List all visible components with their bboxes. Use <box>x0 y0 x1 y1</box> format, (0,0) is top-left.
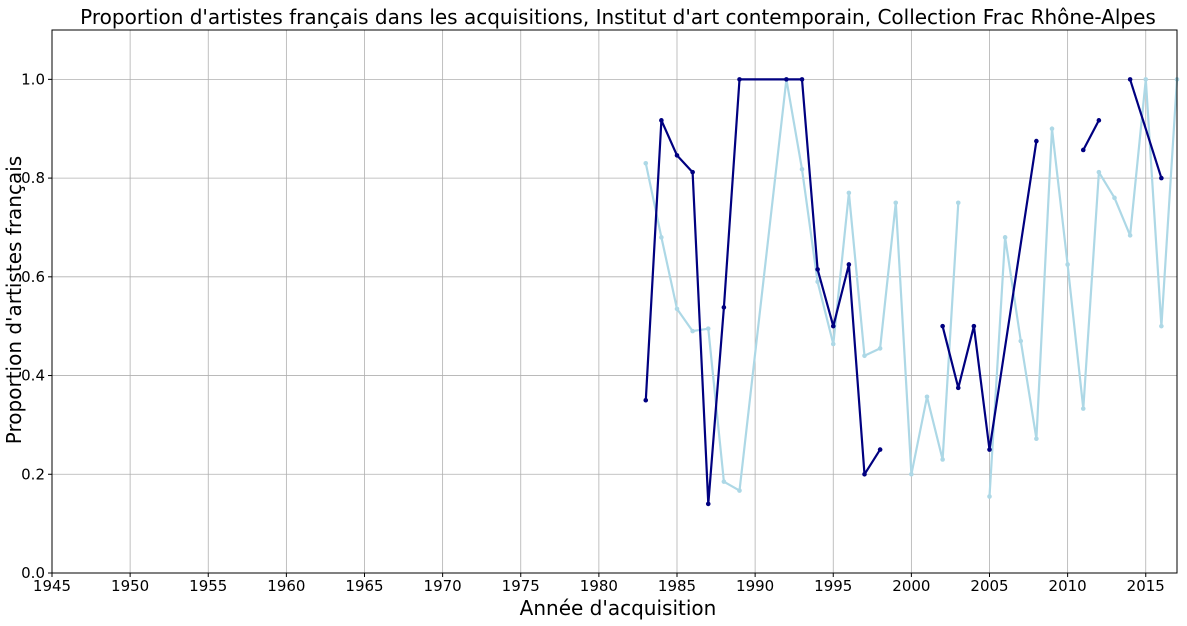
series-line <box>1082 119 1100 151</box>
data-point <box>674 306 680 312</box>
data-point <box>877 346 883 351</box>
data-point <box>1096 118 1102 123</box>
data-point <box>1143 77 1149 82</box>
x-tick-label: 2010 <box>1049 577 1087 595</box>
data-point <box>1096 169 1102 175</box>
y-axis-ticks: 0.0 0.2 0.4 0.6 0.8 1.0 <box>21 70 52 582</box>
data-point <box>940 457 945 462</box>
series-line <box>644 78 882 505</box>
y-tick-label: 0.2 <box>21 465 45 483</box>
data-point <box>862 353 867 359</box>
data-point <box>690 328 695 334</box>
data-point <box>1127 77 1133 82</box>
data-point <box>721 479 727 484</box>
data-point <box>643 397 649 403</box>
x-axis-label: Année d'acquisition <box>520 596 717 620</box>
data-point <box>1002 235 1008 240</box>
data-point <box>659 118 664 123</box>
data-point <box>815 267 820 272</box>
x-tick-label: 1955 <box>189 577 227 595</box>
x-tick-label: 1950 <box>111 577 149 595</box>
data-point <box>830 323 836 329</box>
data-point <box>1065 262 1070 267</box>
data-point <box>940 323 945 329</box>
data-point <box>987 447 992 452</box>
data-point <box>1112 195 1117 201</box>
y-tick-label: 1.0 <box>21 70 45 88</box>
x-axis-ticks: 1945 1950 1955 1960 1965 1970 1975 1980 1985 1990… <box>33 573 1165 595</box>
data-point <box>737 488 742 493</box>
data-point <box>987 494 992 499</box>
x-tick-label: 1985 <box>658 577 696 595</box>
y-tick-label: 0.0 <box>21 564 45 582</box>
x-tick-label: 2000 <box>892 577 930 595</box>
data-point <box>1159 323 1164 329</box>
series-layer <box>643 77 1180 507</box>
grid-lines <box>51 30 1177 574</box>
series-line <box>1129 79 1163 179</box>
data-point <box>955 200 961 206</box>
data-point <box>955 385 961 391</box>
y-tick-label: 0.8 <box>21 169 45 187</box>
x-tick-label: 2005 <box>970 577 1008 595</box>
data-point <box>862 471 867 477</box>
x-tick-label: 1965 <box>345 577 383 595</box>
y-tick-label: 0.6 <box>21 268 45 286</box>
data-point <box>1049 126 1055 132</box>
data-point <box>1018 338 1024 344</box>
data-point <box>1034 138 1039 144</box>
data-point <box>924 394 930 400</box>
data-point <box>674 153 680 158</box>
data-point <box>846 190 852 196</box>
series-1 <box>643 77 1180 499</box>
data-point <box>1080 147 1086 153</box>
x-tick-label: 1945 <box>33 577 71 595</box>
data-point <box>799 166 805 172</box>
chart-title: Proportion d'artistes français dans les … <box>80 5 1156 29</box>
data-point <box>846 262 852 267</box>
y-tick-label: 0.4 <box>21 367 45 385</box>
data-point <box>690 169 695 175</box>
series-2 <box>643 77 1164 507</box>
data-point <box>909 471 914 477</box>
data-point <box>659 235 664 240</box>
data-point <box>815 279 820 285</box>
data-point <box>830 341 836 347</box>
data-point <box>1159 175 1164 181</box>
data-point <box>643 160 649 166</box>
data-point <box>784 77 789 82</box>
data-point <box>1127 233 1133 238</box>
plot-frame <box>51 29 1178 574</box>
x-tick-label: 1975 <box>502 577 540 595</box>
x-tick-label: 1970 <box>424 577 462 595</box>
data-point <box>705 501 711 507</box>
data-point <box>1034 436 1039 442</box>
data-point <box>705 326 711 331</box>
data-point <box>737 77 742 82</box>
data-point <box>1080 406 1086 411</box>
x-tick-label: 1960 <box>267 577 305 595</box>
y-axis-label: Proportion d'artistes français <box>2 156 26 444</box>
data-point <box>799 77 805 82</box>
x-tick-label: 1990 <box>736 577 774 595</box>
data-point <box>877 447 883 452</box>
x-tick-label: 1995 <box>814 577 852 595</box>
x-tick-label: 1980 <box>580 577 618 595</box>
x-tick-label: 2015 <box>1127 577 1165 595</box>
data-point <box>971 323 977 329</box>
data-point <box>721 305 727 310</box>
data-point <box>893 200 899 206</box>
